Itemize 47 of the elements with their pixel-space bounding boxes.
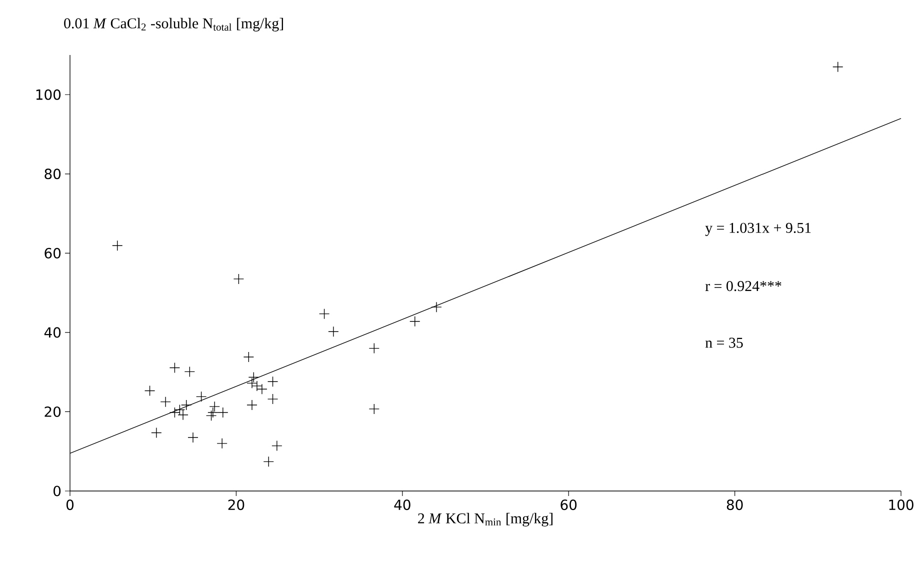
annotation: r = 0.924*** xyxy=(705,281,782,292)
point xyxy=(246,400,258,410)
point xyxy=(216,438,228,449)
point xyxy=(160,396,171,408)
point xyxy=(263,456,274,468)
point xyxy=(112,240,123,251)
point xyxy=(410,316,420,327)
point xyxy=(206,410,217,422)
point xyxy=(243,352,254,362)
point xyxy=(169,407,180,418)
annotation: y = 1.031x + 9.51 xyxy=(705,222,811,236)
point xyxy=(832,62,844,72)
point xyxy=(267,394,278,404)
point xyxy=(368,404,380,414)
y-tick-label: 20 xyxy=(44,406,61,418)
x-tick-label: 100 xyxy=(889,500,914,510)
point xyxy=(267,376,278,387)
annotation: n = 35 xyxy=(705,338,743,348)
point xyxy=(233,274,244,284)
point xyxy=(248,372,260,383)
y-tick-label: 40 xyxy=(44,327,61,338)
x-tick-label: 80 xyxy=(726,500,743,510)
point xyxy=(368,342,380,354)
x-tick-label: 60 xyxy=(560,500,577,510)
point xyxy=(208,407,218,418)
x-axis-title: 2 M KCl N$_{min}$ [mg/kg] xyxy=(418,512,552,526)
point xyxy=(188,432,198,443)
point xyxy=(144,385,156,396)
x-tick-label: 0 xyxy=(66,500,74,510)
y-tick-label: 80 xyxy=(44,168,61,180)
y-tick-label: 0 xyxy=(54,486,61,496)
point xyxy=(272,440,282,452)
y-tick-label: 100 xyxy=(36,89,61,100)
point xyxy=(431,302,442,312)
point xyxy=(169,362,180,374)
y-tick-label: 60 xyxy=(44,248,61,258)
point xyxy=(180,400,192,410)
x-tick-label: 40 xyxy=(394,500,410,510)
point xyxy=(328,326,339,338)
point xyxy=(151,427,162,438)
point xyxy=(196,391,207,402)
point xyxy=(184,366,196,378)
point xyxy=(218,407,228,418)
point xyxy=(209,401,220,412)
y-axis-title: 0.01 M CaCl$_{2}$ -soluble N$_{total}$ [mg/kg] xyxy=(64,18,283,32)
point xyxy=(318,308,330,320)
x-tick-label: 20 xyxy=(228,500,244,510)
